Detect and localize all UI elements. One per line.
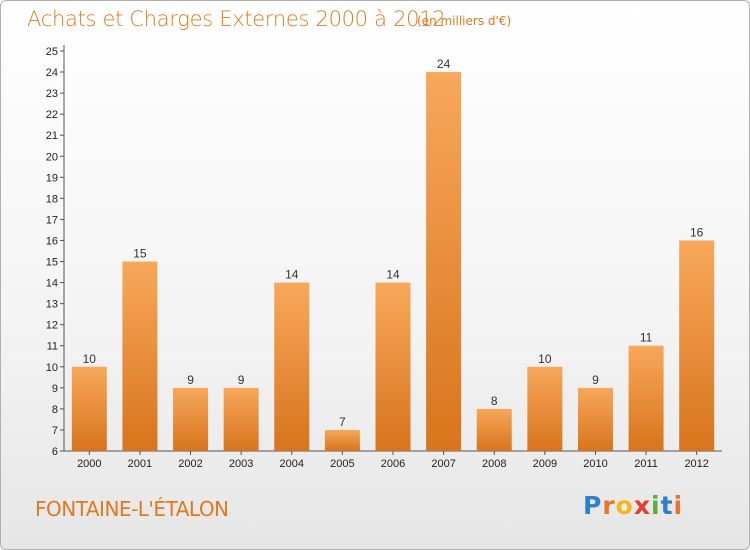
y-tick-label: 9 — [52, 383, 58, 395]
bar-2009 — [527, 366, 563, 451]
bar-2012 — [679, 240, 715, 451]
data-label-2007: 24 — [437, 57, 451, 71]
data-label-2009: 10 — [538, 352, 552, 366]
brand-letter: o — [615, 491, 634, 520]
x-tick-label: 2003 — [229, 458, 253, 470]
y-tick-label: 22 — [46, 109, 58, 121]
y-tick-label: 6 — [52, 446, 58, 458]
data-label-2008: 8 — [491, 394, 498, 408]
bar-2000 — [71, 366, 107, 451]
bar-2005 — [324, 429, 360, 451]
data-label-2002: 9 — [187, 373, 194, 387]
chart-title: Achats et Charges Externes 2000 à 2012 — [27, 7, 446, 31]
data-label-2012: 16 — [690, 225, 704, 239]
brand-letter: t — [660, 491, 674, 520]
brand-logo: Proxiti — [583, 491, 683, 520]
y-tick-label: 14 — [46, 278, 58, 290]
data-label-2005: 7 — [339, 415, 346, 429]
y-tick-label: 17 — [46, 214, 58, 226]
location-label: FONTAINE-L'ÉTALON — [35, 497, 229, 521]
data-label-2011: 11 — [640, 331, 653, 345]
y-tick-label: 12 — [46, 320, 58, 332]
bar-2011 — [628, 345, 664, 451]
y-tick-label: 19 — [46, 172, 58, 184]
x-tick-label: 2008 — [482, 458, 506, 470]
chart-subtitle: (en milliers d'€) — [417, 14, 512, 28]
bar-2006 — [375, 282, 411, 451]
brand-letter: x — [633, 491, 651, 520]
brand-letter: r — [602, 491, 616, 520]
brand-letter: i — [651, 491, 661, 520]
x-tick-label: 2009 — [533, 458, 557, 470]
x-tick-label: 2007 — [431, 458, 455, 470]
y-tick-label: 24 — [46, 67, 58, 79]
y-tick-label: 11 — [47, 341, 58, 353]
x-tick-label: 2002 — [178, 458, 202, 470]
y-tick-label: 13 — [46, 299, 58, 311]
x-tick-label: 2011 — [634, 458, 658, 470]
y-tick-label: 23 — [46, 88, 58, 100]
y-tick-label: 25 — [46, 46, 58, 58]
x-tick-label: 2012 — [684, 458, 708, 470]
bar-2002 — [173, 387, 209, 451]
bar-2008 — [476, 408, 512, 451]
y-tick-label: 16 — [46, 235, 58, 247]
x-tick-label: 2004 — [280, 458, 304, 470]
data-label-2006: 14 — [386, 268, 400, 282]
bar-2007 — [426, 72, 462, 451]
data-label-2001: 15 — [133, 247, 147, 261]
y-tick-label: 10 — [46, 362, 58, 374]
x-tick-label: 2005 — [330, 458, 354, 470]
data-label-2004: 14 — [285, 268, 299, 282]
data-label-2000: 10 — [83, 352, 97, 366]
data-label-2010: 9 — [592, 373, 599, 387]
brand-letter: i — [673, 491, 684, 520]
y-tick-label: 8 — [52, 404, 58, 416]
data-label-2003: 9 — [238, 373, 245, 387]
y-tick-label: 18 — [46, 193, 58, 205]
y-tick-label: 20 — [46, 151, 58, 163]
x-tick-label: 2010 — [583, 458, 607, 470]
brand-letter: P — [583, 491, 603, 520]
bar-2004 — [274, 282, 310, 451]
x-tick-label: 2001 — [128, 458, 152, 470]
x-tick-label: 2006 — [381, 458, 405, 470]
bar-2003 — [223, 387, 259, 451]
bar-2010 — [577, 387, 613, 451]
y-tick-label: 15 — [46, 257, 58, 269]
bar-2001 — [122, 261, 158, 451]
y-tick-label: 7 — [52, 425, 58, 437]
x-tick-label: 2000 — [77, 458, 101, 470]
y-tick-label: 21 — [46, 130, 58, 142]
